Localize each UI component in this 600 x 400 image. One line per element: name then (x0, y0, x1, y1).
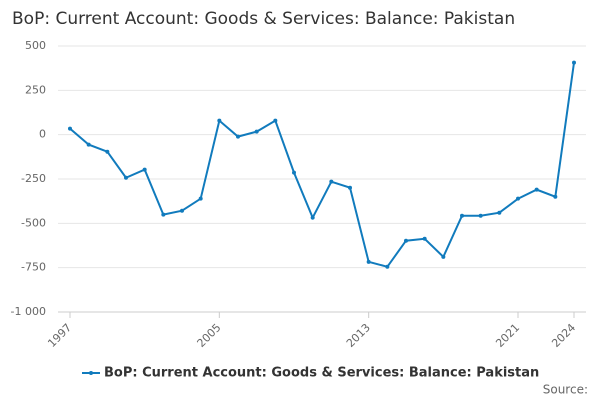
y-tick-label: -750 (21, 261, 46, 274)
point (404, 238, 408, 243)
point (534, 187, 539, 192)
point (422, 236, 427, 241)
point (86, 142, 91, 147)
point (366, 259, 371, 264)
point (348, 185, 352, 190)
legend-label: BoP: Current Account: Goods & Services: … (104, 366, 539, 381)
chart-title: BoP: Current Account: Goods & Services: … (12, 9, 515, 29)
point (553, 194, 558, 199)
x-tick-label: 2005 (195, 321, 224, 350)
source: Source: (543, 383, 588, 397)
point (198, 196, 203, 201)
y-tick-label: -250 (21, 172, 46, 185)
line (69, 62, 575, 268)
y-tick-label: 0 (39, 128, 46, 141)
point (310, 215, 315, 220)
y-tick-label: 250 (25, 83, 46, 96)
x-tick-label: 1997 (45, 321, 74, 350)
point (254, 129, 259, 134)
x-tick-label: 2013 (344, 321, 373, 350)
point (385, 264, 390, 269)
point (273, 118, 278, 123)
point (236, 134, 240, 139)
point (292, 170, 296, 175)
point (180, 208, 184, 213)
point (161, 212, 166, 217)
point (516, 196, 520, 201)
point (460, 213, 464, 218)
x-tick-label: 2024 (549, 321, 578, 350)
point (441, 254, 446, 259)
point (68, 126, 72, 131)
point (329, 179, 334, 184)
y-tick-label: -500 (21, 216, 46, 229)
point (478, 213, 483, 218)
y-tick-label: 500 (25, 39, 46, 52)
point (217, 118, 222, 123)
y-tick-label: -1 000 (11, 305, 46, 318)
legend-marker (89, 371, 93, 375)
x-tick-label: 2021 (493, 321, 522, 350)
point (105, 149, 110, 154)
point (497, 210, 502, 215)
point (142, 167, 147, 172)
point (572, 60, 576, 65)
point (124, 175, 128, 180)
